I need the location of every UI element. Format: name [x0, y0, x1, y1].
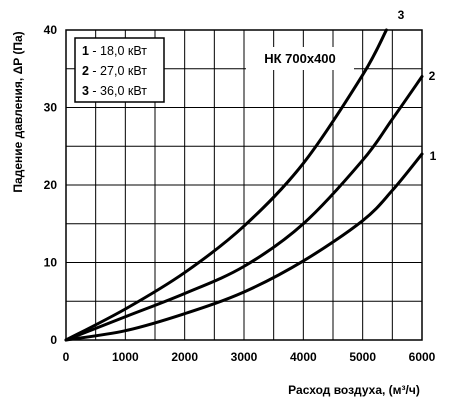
- chart-title-box: НК 700х400: [246, 47, 354, 70]
- curve-label-2: 2: [429, 69, 436, 83]
- curve-label-3: 3: [398, 8, 405, 22]
- x-tick-label: 6000: [409, 350, 436, 364]
- legend-entry-2-number: 2: [82, 64, 89, 78]
- curve-label-1: 1: [430, 149, 437, 163]
- x-tick-label: 3000: [231, 350, 258, 364]
- grid: [66, 30, 422, 340]
- tick-labels: 0 1000 2000 3000 4000 5000 6000 0 10 20 30 40: [44, 23, 436, 364]
- legend-entry-2: 2 - 27,0 кВт: [82, 64, 147, 78]
- legend-entry-2-text: - 27,0 кВт: [89, 64, 147, 78]
- plot-frame: [65, 29, 423, 341]
- x-tick-label: 0: [63, 350, 70, 364]
- x-tick-label: 2000: [171, 350, 198, 364]
- y-tick-label: 30: [44, 101, 58, 115]
- legend-entry-3-text: - 36,0 кВт: [89, 84, 147, 98]
- x-tick-label: 4000: [290, 350, 317, 364]
- legend: 1 - 18,0 кВт 2 - 27,0 кВт 3 - 36,0 кВт: [74, 37, 165, 103]
- series-line-1: [64, 152, 424, 342]
- y-tick-label: 0: [50, 333, 57, 347]
- series-line-3: [64, 28, 388, 342]
- legend-entry-1-text: - 18,0 кВт: [89, 44, 147, 58]
- series-line-2: [64, 75, 424, 342]
- y-tick-label: 20: [44, 178, 58, 192]
- chart-title-background: [246, 47, 354, 70]
- legend-entry-1: 1 - 18,0 кВт: [82, 44, 147, 58]
- y-tick-label: 40: [44, 23, 58, 37]
- curves: [64, 28, 424, 342]
- chart-title: НК 700х400: [264, 51, 336, 66]
- x-axis-label: Расход воздуха, (м³/ч): [288, 383, 420, 397]
- y-axis-label: Падение давления, ΔP (Па): [11, 31, 25, 192]
- x-tick-label: 5000: [349, 350, 376, 364]
- legend-entry-3-number: 3: [82, 84, 89, 98]
- y-tick-label: 10: [44, 256, 58, 270]
- x-tick-label: 1000: [112, 350, 139, 364]
- legend-entry-3: 3 - 36,0 кВт: [82, 84, 147, 98]
- legend-entry-1-number: 1: [82, 44, 89, 58]
- legend-box: [74, 37, 165, 103]
